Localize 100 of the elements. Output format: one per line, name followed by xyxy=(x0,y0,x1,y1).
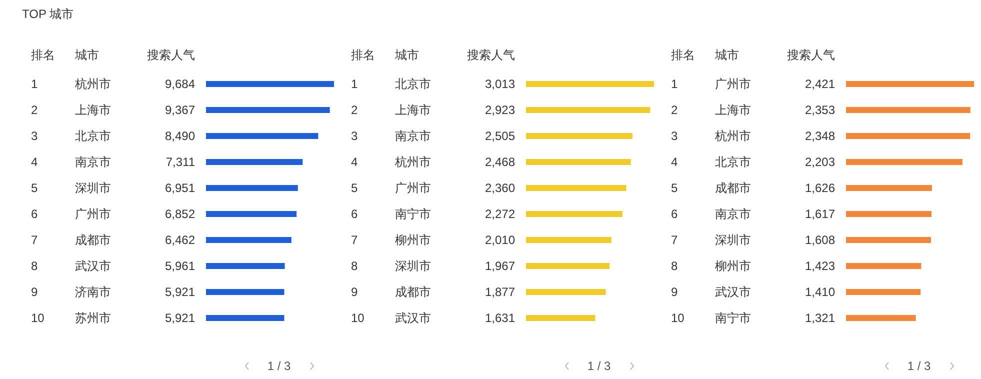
text: 排名 xyxy=(351,48,375,62)
y-tick-label: 广州市 xyxy=(715,77,751,91)
bar xyxy=(206,211,297,217)
bar xyxy=(846,237,932,243)
y-tick-label: 武汉市 xyxy=(395,311,431,325)
y-tick-label: 广州市 xyxy=(75,207,111,221)
data-label: 1,608 xyxy=(804,233,836,247)
text: 10 xyxy=(671,311,685,325)
data-label: 5,961 xyxy=(164,259,196,273)
text: 8 xyxy=(671,259,678,273)
text: 5 xyxy=(31,181,38,195)
text: 1 xyxy=(671,77,678,91)
bar xyxy=(206,289,284,295)
y-tick-label: 南宁市 xyxy=(395,207,431,221)
bar xyxy=(526,211,623,217)
data-label: 1,967 xyxy=(484,259,516,273)
text: 1 / 3 xyxy=(907,359,931,373)
bar xyxy=(526,159,631,165)
bar xyxy=(846,263,922,269)
y-tick-label: 柳州市 xyxy=(715,259,751,273)
y-tick-label: 杭州市 xyxy=(714,129,751,143)
y-tick-label: 苏州市 xyxy=(75,311,111,325)
data-label: 2,505 xyxy=(484,129,516,143)
y-tick-label: 北京市 xyxy=(715,155,751,169)
data-label: 7,311 xyxy=(166,155,196,169)
y-tick-label: 深圳市 xyxy=(75,181,111,195)
data-label: 6,951 xyxy=(164,181,196,195)
bar xyxy=(526,315,596,321)
text: 10 xyxy=(351,311,365,325)
bar xyxy=(846,133,970,139)
y-tick-label: 柳州市 xyxy=(395,233,431,247)
data-label: 2,360 xyxy=(484,181,516,195)
y-tick-label: 成都市 xyxy=(715,181,751,195)
bar xyxy=(526,81,654,87)
bar xyxy=(846,185,932,191)
data-label: 1,423 xyxy=(804,259,836,273)
data-label: 2,468 xyxy=(484,155,516,169)
text: 城市 xyxy=(714,48,739,62)
text: 排名 xyxy=(31,48,55,62)
text: 7 xyxy=(671,233,678,247)
data-label: 1,877 xyxy=(484,285,516,299)
data-label: 1,617 xyxy=(804,207,836,221)
bar xyxy=(526,263,610,269)
text: 4 xyxy=(351,155,358,169)
bar xyxy=(846,315,916,321)
data-label: 1,321 xyxy=(804,311,836,325)
y-tick-label: 南宁市 xyxy=(715,311,751,325)
bar xyxy=(206,263,285,269)
y-tick-label: 北京市 xyxy=(75,129,111,143)
bar xyxy=(846,107,970,113)
text: 搜索人气 xyxy=(787,48,835,62)
text: 10 xyxy=(31,311,45,325)
bar xyxy=(206,81,334,87)
text: 3 xyxy=(351,129,358,143)
y-tick-label: 武汉市 xyxy=(75,259,111,273)
bar xyxy=(526,107,650,113)
text: 4 xyxy=(31,155,38,169)
bar xyxy=(206,237,292,243)
y-tick-label: 南京市 xyxy=(715,207,751,221)
y-tick-label: 成都市 xyxy=(395,285,431,299)
text: 1 / 3 xyxy=(587,359,611,373)
bar xyxy=(526,237,612,243)
data-label: 2,203 xyxy=(804,155,836,169)
data-label: 5,921 xyxy=(164,285,196,299)
data-label: 2,348 xyxy=(804,129,836,143)
text: 2 xyxy=(671,103,678,117)
y-tick-label: 上海市 xyxy=(75,103,111,117)
y-tick-label: 武汉市 xyxy=(715,285,751,299)
text: 城市 xyxy=(394,48,419,62)
y-tick-label: 上海市 xyxy=(715,103,751,117)
text: 1 xyxy=(31,77,38,91)
text: 搜索人气 xyxy=(147,48,195,62)
y-tick-label: 杭州市 xyxy=(74,77,111,91)
text: 搜索人气 xyxy=(467,48,515,62)
bar xyxy=(846,289,921,295)
text: 1 / 3 xyxy=(267,359,291,373)
bar xyxy=(526,185,626,191)
text: TOP 城市 xyxy=(22,7,74,21)
bar xyxy=(846,211,932,217)
y-tick-label: 北京市 xyxy=(395,77,431,91)
text: 3 xyxy=(671,129,678,143)
bar xyxy=(206,159,303,165)
data-label: 5,921 xyxy=(164,311,196,325)
text: 8 xyxy=(31,259,38,273)
text: 城市 xyxy=(74,48,99,62)
data-label: 3,013 xyxy=(484,77,516,91)
y-tick-label: 深圳市 xyxy=(715,233,751,247)
y-tick-label: 成都市 xyxy=(75,233,111,247)
text: 6 xyxy=(31,207,38,221)
bar xyxy=(206,107,330,113)
y-tick-label: 济南市 xyxy=(75,285,111,299)
y-tick-label: 南京市 xyxy=(75,155,111,169)
text: 6 xyxy=(671,207,678,221)
y-tick-label: 杭州市 xyxy=(394,155,431,169)
text: 7 xyxy=(31,233,38,247)
text: 2 xyxy=(31,103,38,117)
data-label: 1,410 xyxy=(804,285,836,299)
text: 9 xyxy=(31,285,38,299)
y-tick-label: 深圳市 xyxy=(395,259,431,273)
bar xyxy=(846,81,974,87)
